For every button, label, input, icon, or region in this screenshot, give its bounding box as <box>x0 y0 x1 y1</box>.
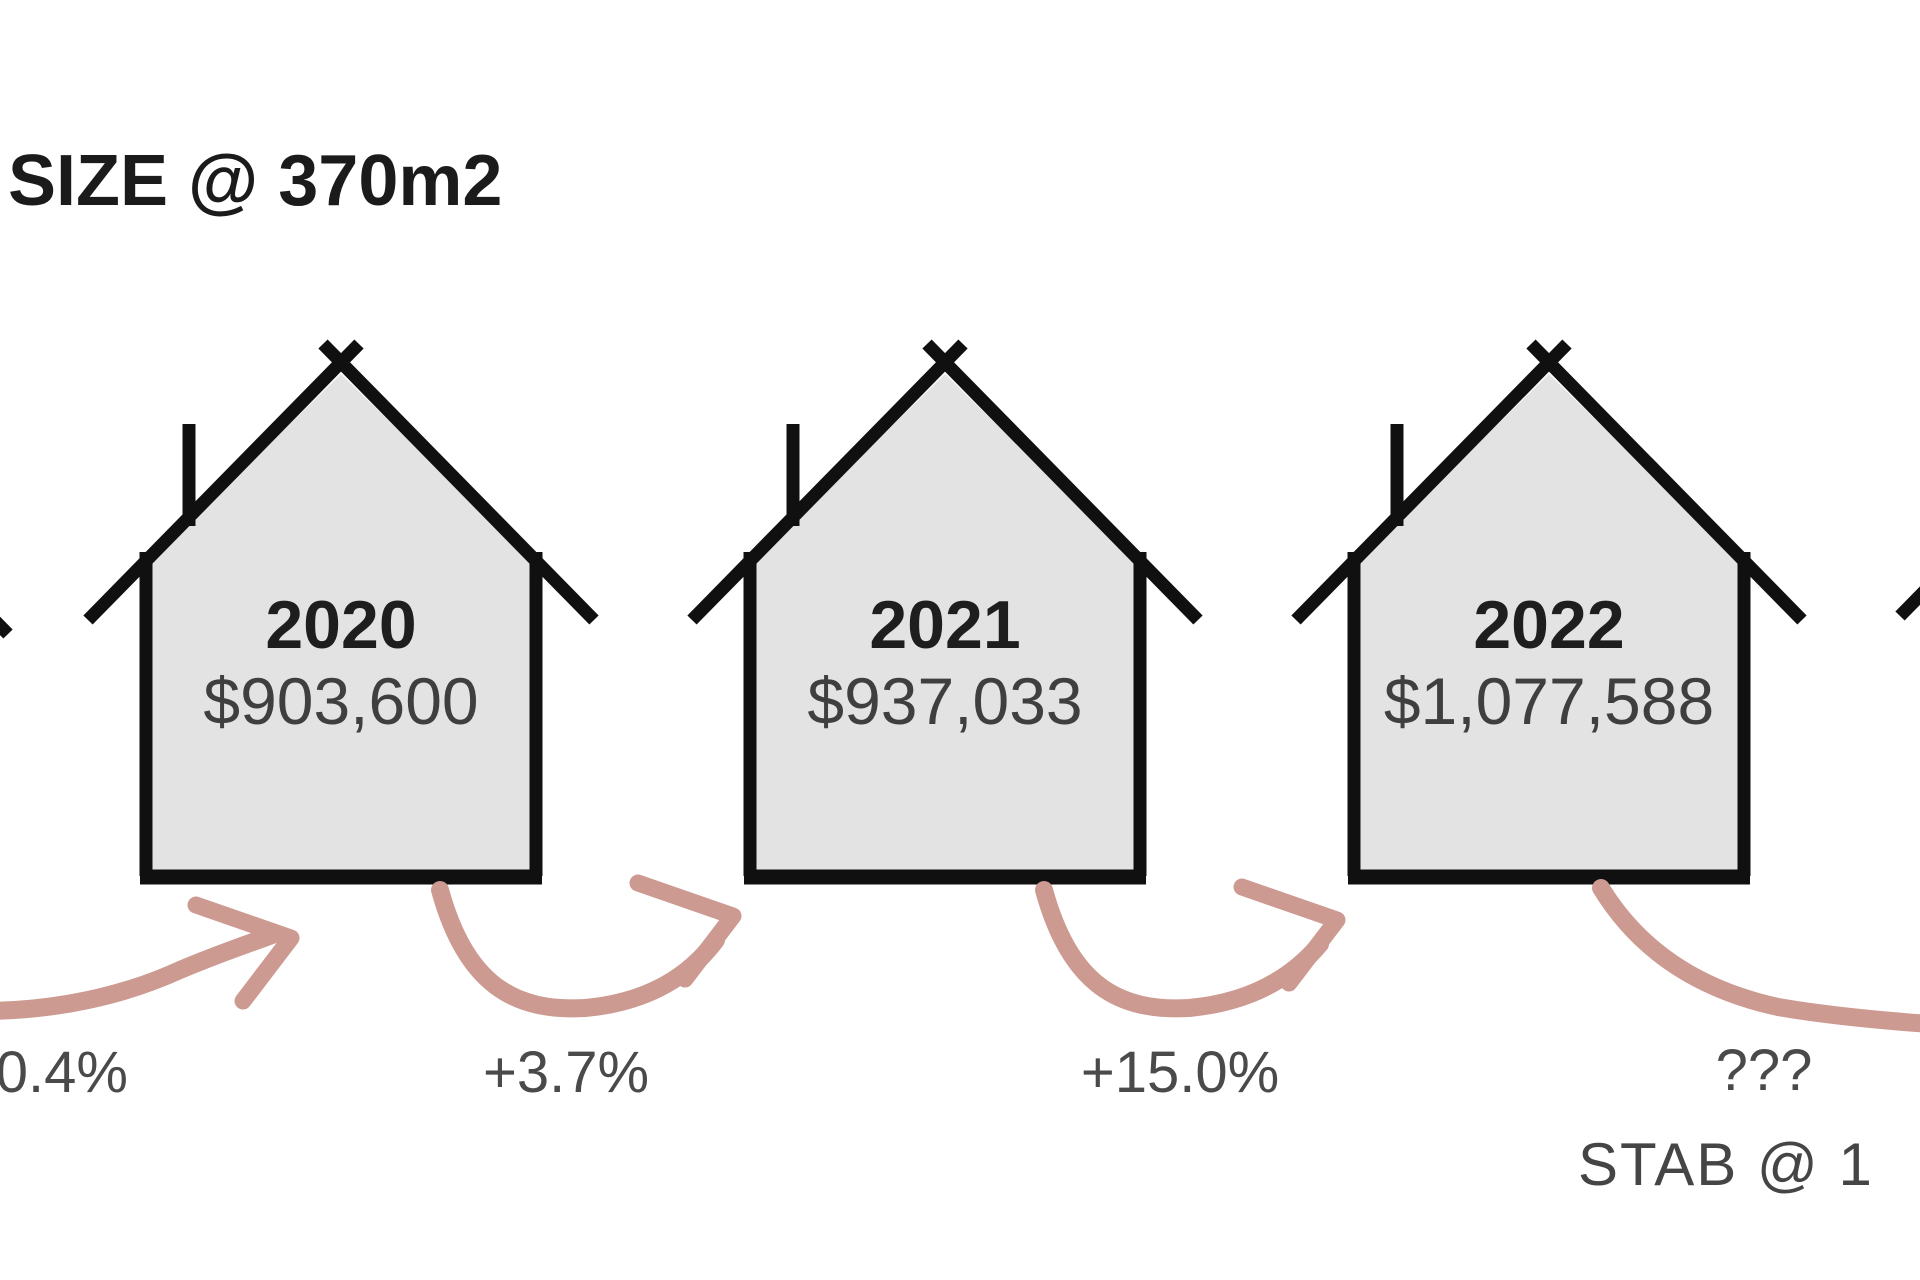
arrowhead-icon <box>629 874 742 988</box>
house-2021: 2021 $937,033 <box>687 339 1203 885</box>
pct-change-label-2022-next: ??? <box>1716 1038 1813 1103</box>
house-2022: 2022 $1,077,588 <box>1291 339 1807 885</box>
page-title: SIZE @ 370m2 <box>8 141 502 221</box>
pct-change-label-2019-2020: 0.4% <box>0 1040 128 1105</box>
house-price-label: $1,077,588 <box>1384 664 1714 738</box>
house-2020: 2020 $903,600 <box>83 339 599 885</box>
house-shape <box>151 374 531 871</box>
roof-line-stub-right <box>1895 586 1920 621</box>
growth-arrow-2022-next <box>1592 879 1920 1033</box>
pct-change-label-2021-2022: +15.0% <box>1081 1040 1279 1105</box>
roof-line-stub-left <box>0 616 13 639</box>
arrow-shaft <box>431 881 725 1018</box>
arrowhead-icon <box>187 896 300 1010</box>
house-year-label: 2020 <box>265 587 416 663</box>
roof-line-right <box>318 339 599 625</box>
arrowhead-icon <box>1233 878 1346 992</box>
house-shape <box>755 374 1135 871</box>
house-shape <box>1359 374 1739 871</box>
roof-line-right <box>922 339 1203 625</box>
house-walls <box>743 552 1147 876</box>
arrow-shaft <box>0 926 281 1020</box>
arrow-shaft <box>1592 879 1920 1033</box>
house-year-label: 2021 <box>869 587 1020 663</box>
roof-line-left <box>83 339 364 625</box>
pct-change-label-2020-2021: +3.7% <box>483 1040 649 1105</box>
house-walls <box>139 552 543 876</box>
growth-arrow-into-2020 <box>0 896 300 1020</box>
roof-line-left <box>1291 339 1572 625</box>
house-price-label: $903,600 <box>203 664 478 738</box>
roof-line-right <box>1526 339 1807 625</box>
house-walls <box>1347 552 1751 876</box>
roof-line-left <box>687 339 968 625</box>
growth-arrow-2020-2021 <box>431 874 742 1018</box>
partial-house-right <box>1895 586 1920 621</box>
house-price-label: $937,033 <box>807 664 1082 738</box>
growth-arrow-2021-2022 <box>1035 878 1346 1018</box>
partial-house-left <box>0 616 13 639</box>
stab-footnote: STAB @ 1 <box>1578 1131 1874 1198</box>
house-year-label: 2022 <box>1473 587 1624 663</box>
